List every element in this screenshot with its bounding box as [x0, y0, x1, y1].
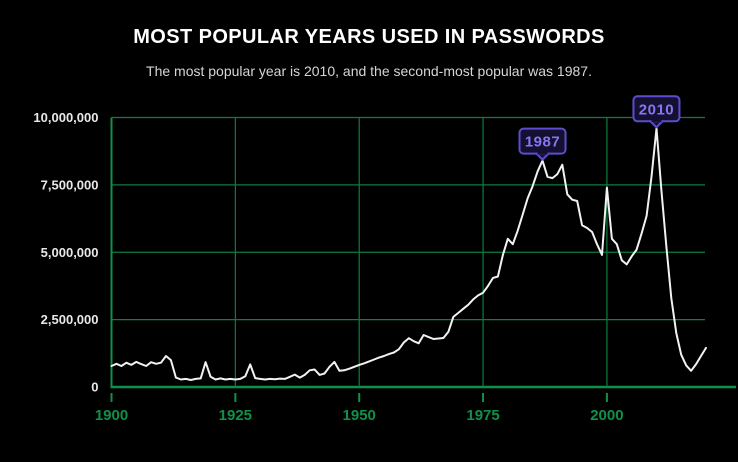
- x-tick-label: 1900: [95, 407, 128, 424]
- x-tick-label: 1975: [466, 407, 499, 424]
- y-tick-label: 0: [91, 380, 98, 395]
- y-tick-label: 5,000,000: [41, 245, 99, 260]
- password-year-series-line: [110, 127, 707, 381]
- x-tick-label: 2000: [590, 407, 623, 424]
- chart-title: MOST POPULAR YEARS USED IN PASSWORDS: [133, 26, 605, 48]
- annotation-pointer-1987: [535, 152, 550, 161]
- annotation-pointer-mask-1987: [537, 151, 548, 155]
- y-tick-label: 10,000,000: [33, 110, 98, 125]
- annotation-label-1987: 1987: [525, 134, 560, 151]
- annotation-label-2010: 2010: [639, 101, 674, 118]
- y-tick-label: 2,500,000: [41, 312, 99, 327]
- x-tick-label: 1925: [219, 407, 252, 424]
- chart-subtitle: The most popular year is 2010, and the s…: [146, 63, 592, 79]
- annotation-pointer-2010: [649, 120, 664, 129]
- annotation-pointer-mask-2010: [651, 119, 662, 123]
- x-tick-label: 1950: [343, 407, 376, 424]
- y-tick-label: 7,500,000: [41, 177, 99, 192]
